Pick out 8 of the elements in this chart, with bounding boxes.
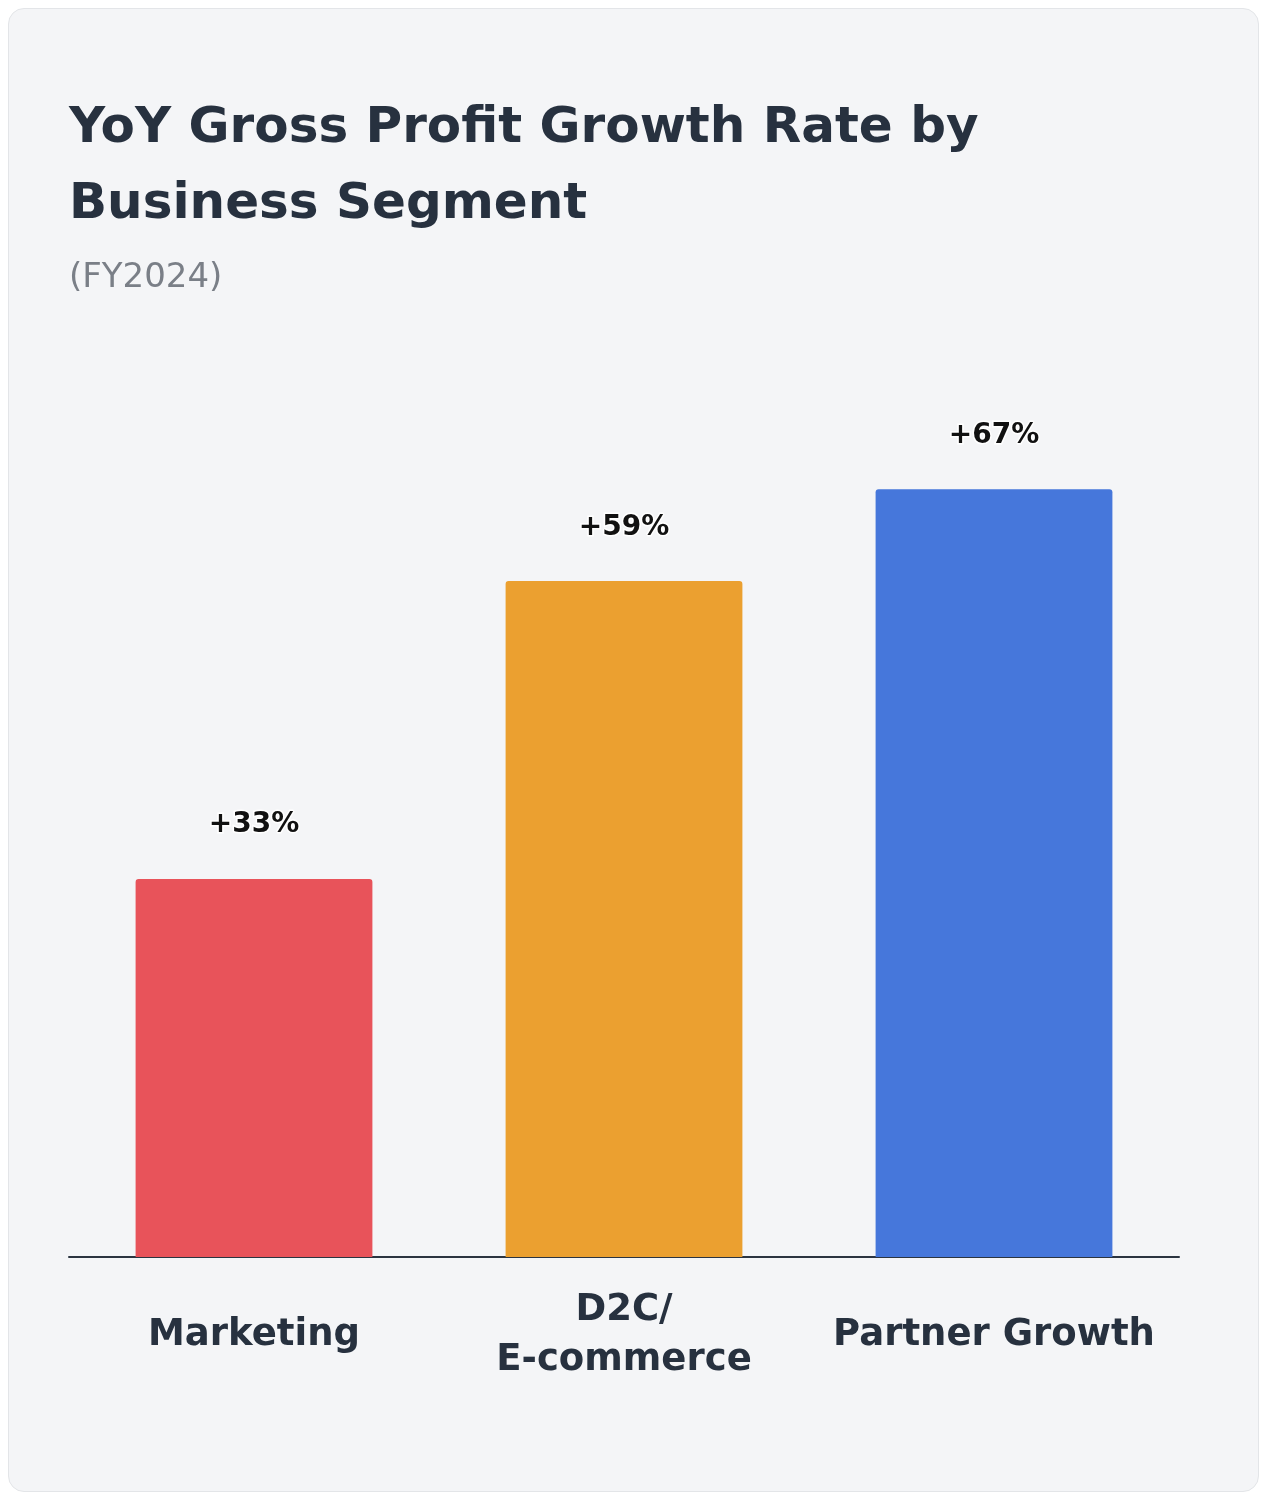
chart-title: YoY Gross Profit Growth Rate by Business Segment (69, 95, 980, 232)
data-label: +33% (208, 806, 300, 840)
chart-subtitle: (FY2024) (69, 255, 223, 295)
x-tick-label: Marketing (148, 1310, 360, 1354)
x-tick-label: Partner Growth (833, 1310, 1155, 1354)
data-label: +67% (948, 416, 1040, 450)
data-label: +59% (578, 508, 670, 542)
x-tick-label: D2C/ E-commerce (496, 1285, 752, 1379)
